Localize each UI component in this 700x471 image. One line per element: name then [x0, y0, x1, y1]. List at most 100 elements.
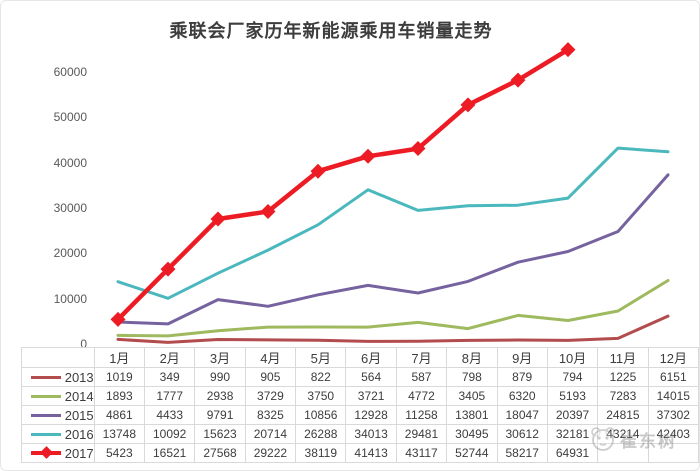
month-header-cell: 6月	[345, 347, 397, 368]
value-cell: 5193	[546, 386, 599, 406]
watermark-text: 崔东树	[620, 431, 677, 451]
value-cell: 1893	[93, 386, 146, 406]
series-year-label: 2013	[64, 369, 94, 385]
data-point-marker-2017	[210, 211, 226, 227]
month-header-cell: 12月	[647, 347, 699, 368]
legend-cell-2013: 2013	[21, 367, 95, 387]
value-cell: 3750	[295, 386, 347, 406]
value-cell: 587	[395, 367, 448, 387]
value-cell: 58217	[496, 443, 548, 463]
value-cell: 30495	[446, 424, 498, 444]
month-header-cell: 1月	[93, 347, 146, 368]
y-axis-tick-label: 20000	[53, 246, 87, 261]
value-cell: 27568	[194, 443, 246, 463]
value-cell: 822	[295, 367, 347, 387]
value-cell: 3729	[244, 386, 297, 406]
value-cell: 29222	[244, 443, 297, 463]
value-cell: 24815	[597, 405, 649, 425]
data-point-marker-2017	[110, 311, 126, 327]
value-cell: 349	[143, 367, 196, 387]
value-cell: 1225	[597, 367, 649, 387]
value-cell: 794	[546, 367, 599, 387]
value-cell: 64931	[546, 443, 599, 463]
value-cell: 1777	[143, 386, 196, 406]
legend-line-swatch	[30, 375, 61, 379]
table-header-row: 1月 2月 3月 4月 5月 6月 7月 8月 9月 10月 11月 12月	[21, 347, 699, 368]
data-point-marker-2017	[160, 261, 176, 277]
value-cell	[647, 443, 699, 463]
series-line-2015	[116, 173, 670, 326]
series-line-2017	[115, 47, 571, 322]
legend-cell-2014: 2014	[21, 386, 95, 406]
value-cell: 1019	[93, 367, 146, 387]
value-cell: 14015	[647, 386, 699, 406]
value-cell: 38119	[295, 443, 347, 463]
value-cell: 798	[446, 367, 498, 387]
value-cell: 10092	[143, 424, 196, 444]
value-cell: 13748	[93, 424, 146, 444]
value-cell: 16521	[143, 443, 196, 463]
value-cell: 2938	[194, 386, 246, 406]
month-header-cell: 8月	[446, 347, 498, 368]
value-cell: 34013	[345, 424, 397, 444]
month-header-cell: 4月	[244, 347, 297, 368]
data-table: 1月 2月 3月 4月 5月 6月 7月 8月 9月 10月 11月 12月 2013 1019 349 99…	[21, 347, 699, 463]
value-cell: 20714	[244, 424, 297, 444]
legend-line-swatch	[30, 413, 61, 417]
value-cell: 15623	[194, 424, 246, 444]
value-cell: 18047	[496, 405, 548, 425]
value-cell: 7283	[597, 386, 649, 406]
month-header-cell: 11月	[597, 347, 649, 368]
y-axis-tick-label: 10000	[53, 291, 87, 306]
value-cell: 9791	[194, 405, 246, 425]
month-header-cell: 3月	[194, 347, 246, 368]
table-row-2016: 2016 13748 10092 15623 20714 26288 34013 29481 3…	[21, 424, 699, 444]
y-axis-tick-label: 50000	[53, 110, 87, 125]
value-cell: 564	[345, 367, 397, 387]
month-header-cell: 9月	[496, 347, 548, 368]
value-cell: 12928	[345, 405, 397, 425]
value-cell: 879	[496, 367, 548, 387]
series-line-2013	[116, 314, 670, 344]
series-year-label: 2015	[64, 407, 94, 423]
value-cell: 3405	[446, 386, 498, 406]
month-header-cell: 2月	[143, 347, 196, 368]
value-cell: 4861	[93, 405, 146, 425]
value-cell: 52744	[446, 443, 498, 463]
series-year-label: 2016	[64, 426, 94, 442]
data-point-marker-2017	[510, 72, 526, 88]
month-header-cell: 10月	[546, 347, 599, 368]
legend-cell-2015: 2015	[21, 405, 95, 425]
value-cell: 29481	[395, 424, 448, 444]
value-cell: 990	[194, 367, 246, 387]
legend-line-swatch	[30, 446, 61, 459]
series-line-2014	[116, 279, 670, 338]
value-cell: 5423	[93, 443, 146, 463]
y-axis-tick-label: 40000	[53, 155, 87, 170]
value-cell: 30612	[496, 424, 548, 444]
data-point-marker-2017	[560, 42, 576, 58]
value-cell: 905	[244, 367, 297, 387]
table-corner-cell	[21, 347, 95, 368]
value-cell: 26288	[295, 424, 347, 444]
series-year-label: 2017	[64, 445, 94, 461]
table-row-2013: 2013 1019 349 990 905 822 564 587 798 879 794 1225 6…	[21, 367, 699, 387]
y-axis-tick-label: 0	[80, 337, 87, 351]
y-axis-tick-label: 60000	[53, 65, 87, 80]
line-chart-plot	[110, 42, 670, 344]
value-cell: 8325	[244, 405, 297, 425]
panda-logo-icon	[591, 427, 615, 451]
value-cell: 13801	[446, 405, 498, 425]
series-line-2016	[116, 146, 670, 300]
series-year-label: 2014	[64, 388, 94, 404]
y-axis-tick-label: 30000	[53, 201, 87, 215]
data-point-marker-2017	[460, 97, 476, 113]
value-cell: 43117	[395, 443, 448, 463]
value-cell: 20397	[546, 405, 599, 425]
legend-line-swatch	[30, 394, 61, 398]
table-row-2017: 2017 5423 16521 27568 29222 38119 41413 43117 52…	[21, 443, 699, 463]
watermark: 崔东树	[588, 422, 698, 456]
value-cell: 10856	[295, 405, 347, 425]
legend-line-swatch	[30, 432, 61, 436]
